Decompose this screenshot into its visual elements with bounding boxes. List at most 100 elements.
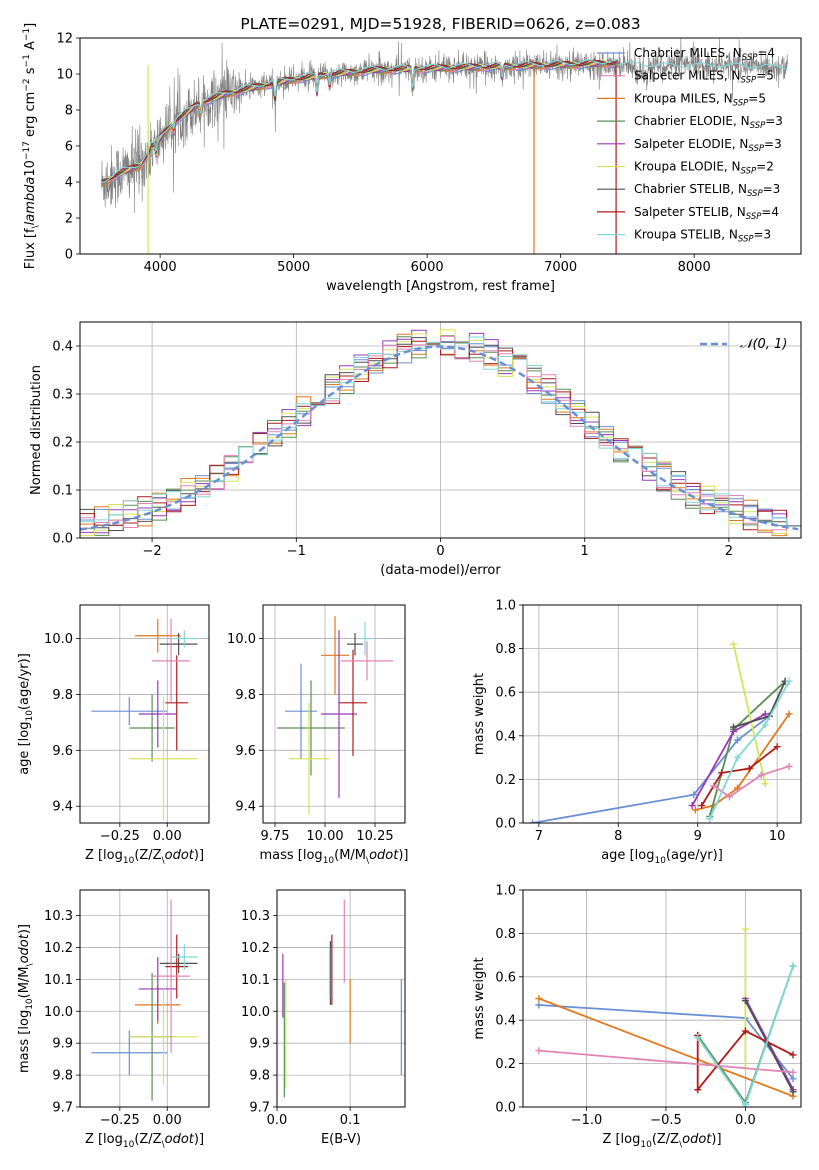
x-axis-label: Z [log10​(Z/Z\​odot)] bbox=[602, 1132, 721, 1150]
x-axis-label: mass [log10​(M/M\​odot)] bbox=[259, 848, 408, 866]
series-marker bbox=[729, 723, 737, 731]
x-tick-label: 0.0 bbox=[267, 1113, 288, 1128]
series-marker bbox=[741, 925, 749, 933]
series-marker bbox=[785, 710, 793, 718]
errorbar-point bbox=[91, 697, 168, 726]
errorbar-point bbox=[165, 655, 189, 751]
legend-label: Kroupa ELODIE, NSSP=2 bbox=[634, 160, 774, 177]
x-tick-label: 8 bbox=[614, 829, 622, 844]
x-axis-label: Z [log10​(Z/Z\​odot)] bbox=[85, 848, 204, 866]
legend-label: Kroupa STELIB, NSSP=3 bbox=[634, 228, 771, 245]
series-marker bbox=[718, 769, 726, 777]
series-marker bbox=[694, 1034, 702, 1042]
series-marker bbox=[733, 736, 741, 744]
y-tick-label: 0.2 bbox=[495, 1057, 516, 1072]
y-tick-label: 10.3 bbox=[241, 909, 270, 924]
y-tick-label: 0.0 bbox=[495, 817, 516, 832]
errorbar-point bbox=[159, 632, 198, 656]
y-tick-label: 0.8 bbox=[495, 642, 516, 657]
series-marker bbox=[733, 754, 741, 762]
y-tick-label: 0.6 bbox=[495, 970, 516, 985]
y-axis-label: mass weight bbox=[472, 673, 487, 755]
errorbar-point bbox=[341, 641, 393, 681]
series-marker bbox=[789, 1051, 797, 1059]
errorbar-point bbox=[285, 663, 317, 759]
legend-label: Salpeter MILES, NSSP=5 bbox=[634, 69, 774, 86]
x-tick-label: 5000 bbox=[277, 260, 310, 275]
errorbar-point bbox=[321, 616, 349, 695]
weight-vs-Z-frame bbox=[522, 889, 802, 1108]
y-tick-label: 10.0 bbox=[44, 632, 73, 647]
mass-vs-EBV-plot-area bbox=[282, 899, 402, 1098]
x-tick-label: 0 bbox=[436, 544, 444, 559]
x-tick-label: 4000 bbox=[144, 260, 177, 275]
y-tick-label: 0 bbox=[65, 248, 73, 263]
series-line bbox=[538, 997, 794, 1098]
x-tick-label: 8000 bbox=[678, 260, 711, 275]
series-marker bbox=[741, 1027, 749, 1035]
age-vs-mass-plot-area bbox=[277, 616, 393, 815]
series-line bbox=[708, 680, 790, 819]
series-dark bbox=[741, 997, 797, 1096]
y-tick-label: 10.2 bbox=[44, 941, 73, 956]
series-marker bbox=[535, 1001, 543, 1009]
series-line bbox=[732, 644, 767, 784]
errorbar-point bbox=[152, 899, 191, 1053]
x-tick-label: 10.00 bbox=[306, 829, 343, 844]
y-tick-label: 6 bbox=[65, 140, 73, 155]
x-axis-label: E(B-V) bbox=[321, 1132, 361, 1147]
legend-label: Salpeter ELODIE, NSSP=3 bbox=[634, 137, 782, 154]
series-marker bbox=[710, 782, 718, 790]
y-tick-label: 2 bbox=[65, 212, 73, 227]
errorbar-point bbox=[359, 621, 371, 656]
y-tick-label: 10.0 bbox=[241, 1005, 270, 1020]
y-tick-label: 9.8 bbox=[235, 688, 256, 703]
legend-label: Chabrier STELIB, NSSP=3 bbox=[634, 182, 780, 199]
series-marker bbox=[785, 677, 793, 685]
x-tick-label: 10 bbox=[769, 829, 786, 844]
series-marker bbox=[789, 1068, 797, 1076]
age-vs-Z-frame bbox=[79, 604, 210, 824]
series-pink bbox=[535, 1047, 797, 1076]
residuals-plot-area bbox=[80, 329, 801, 537]
x-tick-label: −1.0 bbox=[571, 1113, 603, 1128]
errorbar-point bbox=[171, 944, 198, 970]
series-marker bbox=[741, 997, 749, 1005]
errorbar-point bbox=[138, 957, 177, 1021]
age-vs-mass-frame bbox=[262, 604, 406, 824]
mass-vs-EBV-axes: 0.0 0.1 9.7 9.8 9.9 10.0 10.1 10.2 10.3 bbox=[241, 890, 405, 1128]
x-tick-label: 10.25 bbox=[356, 829, 393, 844]
x-tick-label: 7000 bbox=[544, 260, 577, 275]
series-marker bbox=[690, 791, 698, 799]
series-line bbox=[713, 765, 790, 798]
series-line bbox=[744, 1000, 794, 1093]
y-tick-label: 0.2 bbox=[495, 773, 516, 788]
y-tick-label: 0.6 bbox=[495, 686, 516, 701]
residuals-axes: −2 −1 0 1 2 0.0 0.1 0.2 0.3 0.4 bbox=[52, 322, 801, 559]
series-marker bbox=[761, 721, 769, 729]
series-cyan bbox=[694, 962, 797, 1107]
series-marker bbox=[789, 1088, 797, 1096]
y-tick-label: 10.1 bbox=[241, 973, 270, 988]
errorbar-point bbox=[135, 618, 181, 653]
y-tick-label: 9.8 bbox=[52, 1069, 73, 1084]
y-tick-label: 10.3 bbox=[44, 909, 73, 924]
series-line bbox=[700, 745, 778, 807]
x-tick-label: 6000 bbox=[411, 260, 444, 275]
errorbar-point bbox=[129, 697, 198, 821]
errorbar-point bbox=[138, 680, 177, 748]
series-marker bbox=[729, 640, 737, 648]
y-tick-label: 0.4 bbox=[495, 1014, 516, 1029]
y-tick-label: 10.0 bbox=[44, 1005, 73, 1020]
series-marker bbox=[529, 819, 537, 823]
y-tick-label: 0.3 bbox=[52, 388, 73, 403]
series-marker bbox=[785, 762, 793, 770]
series-marker bbox=[691, 806, 699, 814]
series-orange bbox=[691, 710, 793, 814]
y-tick-label: 10.2 bbox=[241, 941, 270, 956]
mass-vs-Z-frame bbox=[79, 889, 210, 1108]
y-tick-label: 9.4 bbox=[52, 800, 73, 815]
y-tick-label: 12 bbox=[56, 32, 73, 47]
y-tick-label: 9.8 bbox=[249, 1069, 270, 1084]
